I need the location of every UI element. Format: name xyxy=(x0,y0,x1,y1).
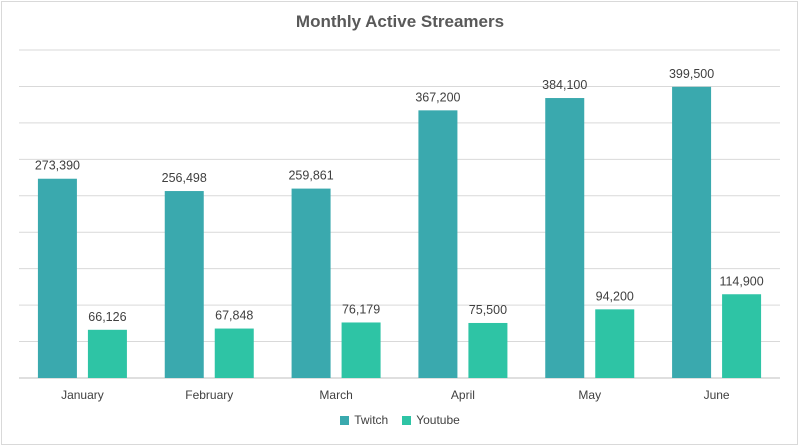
data-label-youtube-march: 76,179 xyxy=(342,302,380,316)
x-tick-label-february: February xyxy=(185,388,233,402)
data-label-youtube-april: 75,500 xyxy=(469,303,507,317)
bar-youtube-june xyxy=(722,294,762,378)
legend-swatch-twitch xyxy=(340,415,350,425)
data-label-youtube-may: 94,200 xyxy=(596,289,634,303)
data-label-twitch-march: 259,861 xyxy=(288,169,333,183)
data-label-twitch-june: 399,500 xyxy=(669,67,714,81)
bar-twitch-january xyxy=(37,178,77,378)
bar-twitch-march xyxy=(291,188,331,378)
x-tick-label-january: January xyxy=(61,388,104,402)
data-label-twitch-february: 256,498 xyxy=(162,171,207,185)
legend-item-twitch: Twitch xyxy=(340,413,388,427)
data-label-twitch-january: 273,390 xyxy=(35,159,80,173)
bar-youtube-february xyxy=(214,328,254,378)
bar-youtube-april xyxy=(468,322,508,378)
bar-twitch-may xyxy=(545,98,585,378)
legend-item-youtube: Youtube xyxy=(402,413,460,427)
chart-legend: Twitch Youtube xyxy=(0,413,800,427)
legend-swatch-youtube xyxy=(402,415,412,425)
data-label-twitch-april: 367,200 xyxy=(415,90,460,104)
bar-youtube-january xyxy=(87,329,127,378)
bar-twitch-april xyxy=(418,110,458,379)
x-tick-label-april: April xyxy=(451,388,475,402)
bar-youtube-may xyxy=(595,309,635,378)
data-label-twitch-may: 384,100 xyxy=(542,78,587,92)
x-tick-label-march: March xyxy=(319,388,352,402)
data-label-youtube-june: 114,900 xyxy=(719,274,763,288)
bar-twitch-february xyxy=(164,191,204,378)
x-tick-label-june: June xyxy=(704,388,730,402)
data-label-youtube-february: 67,848 xyxy=(215,309,253,323)
x-tick-label-may: May xyxy=(578,388,601,402)
data-label-youtube-january: 66,126 xyxy=(88,310,126,324)
chart-title: Monthly Active Streamers xyxy=(295,12,505,31)
legend-label-twitch: Twitch xyxy=(354,413,389,427)
legend-label-youtube: Youtube xyxy=(416,413,460,427)
bar-youtube-march xyxy=(341,322,381,378)
bar-twitch-june xyxy=(672,86,712,378)
